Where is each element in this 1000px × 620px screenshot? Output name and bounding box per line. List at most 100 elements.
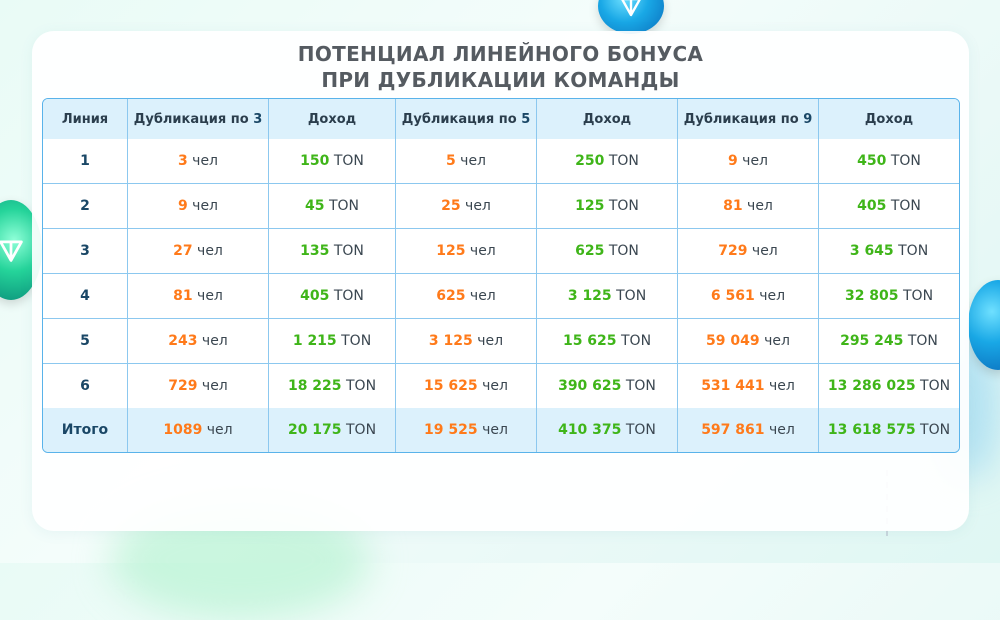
table-row: 3 27 чел 135 TON 125 чел 625 TON 729 чел… [43, 229, 959, 274]
total-income-dup-3: 20 175 TON [269, 408, 396, 452]
people-value: 81 [173, 288, 193, 304]
income-dup-5: 625 TON [537, 229, 678, 274]
income-value: 20 175 [287, 422, 342, 438]
people-value: 729 [168, 378, 198, 394]
bonus-card: ПОТЕНЦИАЛ ЛИНЕЙНОГО БОНУСА ПРИ ДУБЛИКАЦИ… [32, 31, 969, 531]
income-dup-9: 3 645 TON [819, 229, 959, 274]
currency-unit: TON [341, 333, 372, 349]
currency-unit: TON [608, 243, 639, 259]
currency-unit: TON [621, 333, 652, 349]
income-dup-9: 295 245 TON [819, 319, 959, 364]
income-value: 405 [300, 288, 330, 304]
people-dup-3: 243 чел [128, 319, 269, 364]
currency-unit: TON [346, 422, 377, 438]
people-dup-9: 59 049 чел [678, 319, 819, 364]
income-value: 390 625 [558, 378, 622, 394]
people-dup-5: 125 чел [396, 229, 537, 274]
people-unit: чел [751, 243, 778, 259]
people-value: 19 525 [424, 422, 478, 438]
header-income-5: Доход [537, 99, 678, 139]
people-value: 1089 [163, 422, 203, 438]
header-label: Дубликация по [683, 111, 799, 127]
people-value: 625 [436, 288, 466, 304]
header-line: Линия [43, 99, 128, 139]
income-value: 410 375 [558, 422, 622, 438]
income-dup-5: 3 125 TON [537, 274, 678, 319]
people-unit: чел [469, 243, 496, 259]
income-value: 45 [305, 198, 325, 214]
header-label: Дубликация по [401, 111, 517, 127]
people-value: 531 441 [701, 378, 765, 394]
currency-unit: TON [346, 378, 377, 394]
currency-unit: TON [890, 153, 921, 169]
people-unit: чел [192, 153, 219, 169]
table-row: 1 3 чел 150 TON 5 чел 250 TON 9 чел 450 … [43, 139, 959, 184]
header-duplication-5: Дубликация по 5 [396, 99, 537, 139]
people-unit: чел [206, 422, 233, 438]
people-value: 729 [718, 243, 748, 259]
people-unit: чел [759, 288, 786, 304]
people-value: 3 125 [428, 333, 473, 349]
income-dup-5: 15 625 TON [537, 319, 678, 364]
total-income-dup-9: 13 618 575 TON [819, 408, 959, 452]
bonus-table: Линия Дубликация по 3 Доход Дубликация п… [42, 98, 960, 453]
currency-unit: TON [616, 288, 647, 304]
people-unit: чел [768, 422, 795, 438]
currency-unit: TON [333, 288, 364, 304]
income-dup-3: 18 225 TON [269, 364, 396, 408]
income-value: 13 286 025 [827, 378, 916, 394]
people-dup-3: 27 чел [128, 229, 269, 274]
currency-unit: TON [907, 333, 938, 349]
people-value: 81 [723, 198, 743, 214]
people-dup-3: 9 чел [128, 184, 269, 229]
line-number: 1 [43, 139, 128, 184]
income-dup-3: 45 TON [269, 184, 396, 229]
income-value: 1 215 [292, 333, 337, 349]
income-dup-9: 405 TON [819, 184, 959, 229]
income-value: 3 125 [567, 288, 612, 304]
income-value: 3 645 [849, 243, 894, 259]
header-number: 5 [521, 111, 531, 127]
total-people-dup-5: 19 525 чел [396, 408, 537, 452]
people-value: 125 [436, 243, 466, 259]
people-value: 597 861 [701, 422, 765, 438]
income-value: 18 225 [287, 378, 342, 394]
people-dup-9: 6 561 чел [678, 274, 819, 319]
people-unit: чел [742, 153, 769, 169]
people-unit: чел [197, 243, 223, 259]
people-unit: чел [201, 378, 228, 394]
currency-unit: TON [625, 378, 656, 394]
header-label: Дубликация по [133, 111, 249, 127]
line-number: 2 [43, 184, 128, 229]
line-number: 4 [43, 274, 128, 319]
income-value: 125 [575, 198, 605, 214]
people-value: 25 [441, 198, 461, 214]
people-unit: чел [747, 198, 773, 214]
table-row: 4 81 чел 405 TON 625 чел 3 125 TON 6 561… [43, 274, 959, 319]
people-dup-9: 9 чел [678, 139, 819, 184]
income-value: 295 245 [840, 333, 904, 349]
header-duplication-9: Дубликация по 9 [678, 99, 819, 139]
header-number: 9 [803, 111, 813, 127]
people-unit: чел [477, 333, 504, 349]
income-value: 450 [857, 153, 887, 169]
people-unit: чел [768, 378, 795, 394]
income-dup-3: 135 TON [269, 229, 396, 274]
line-number: 3 [43, 229, 128, 274]
header-income-9: Доход [819, 99, 959, 139]
table-row: 2 9 чел 45 TON 25 чел 125 TON 81 чел 405… [43, 184, 959, 229]
people-dup-5: 625 чел [396, 274, 537, 319]
people-unit: чел [482, 422, 508, 438]
people-value: 243 [168, 333, 198, 349]
ton-coin-icon [598, 0, 664, 34]
currency-unit: TON [608, 198, 639, 214]
people-dup-3: 3 чел [128, 139, 269, 184]
people-dup-9: 729 чел [678, 229, 819, 274]
people-dup-9: 81 чел [678, 184, 819, 229]
income-dup-9: 13 286 025 TON [819, 364, 959, 408]
income-dup-3: 1 215 TON [269, 319, 396, 364]
income-value: 13 618 575 [827, 422, 916, 438]
income-dup-9: 450 TON [819, 139, 959, 184]
header-number: 3 [253, 111, 263, 127]
people-value: 9 [727, 153, 738, 169]
